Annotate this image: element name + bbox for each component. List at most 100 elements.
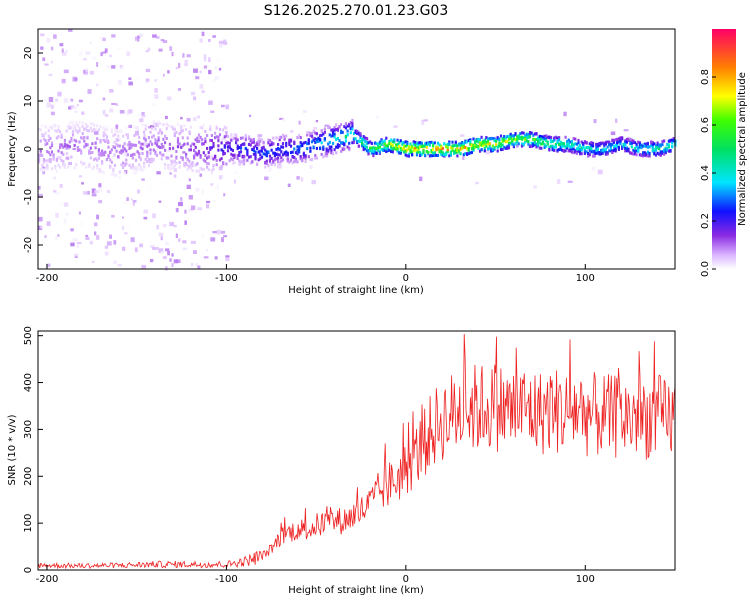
spectrogram-ridge-cell xyxy=(118,150,121,154)
spectrogram-ridge-cell xyxy=(189,144,192,148)
spectrogram-cell xyxy=(59,32,63,36)
spectrogram-ridge-cell xyxy=(519,136,522,139)
spectrogram-ridge-cell xyxy=(445,153,448,157)
spectrogram-ridge-cell xyxy=(212,144,215,148)
spectrogram-ridge-cell xyxy=(115,149,118,153)
spectrogram-ridge-cell xyxy=(183,124,186,127)
spectrogram-ridge-cell xyxy=(173,164,176,168)
spectrogram-ridge-cell xyxy=(519,132,522,136)
spectrogram-ridge-cell xyxy=(44,131,47,135)
spectrogram-ridge-cell xyxy=(46,163,49,167)
spectrogram-ridge-cell xyxy=(656,151,659,155)
spectrogram-ridge-cell xyxy=(243,158,246,162)
spectrogram-ridge-cell xyxy=(260,138,264,142)
spectrogram-ridge-cell xyxy=(530,142,533,146)
spectrogram-cell xyxy=(190,205,196,210)
spectrogram-ridge-cell xyxy=(483,138,486,142)
spectrogram-ridge-cell xyxy=(133,134,136,138)
spectrogram-cell xyxy=(50,46,54,51)
spectrogram-ridge-cell xyxy=(268,160,272,164)
spectrogram-ridge-cell xyxy=(438,149,441,153)
spectrogram-ridge-cell xyxy=(315,146,318,150)
spectrogram-ridge-cell xyxy=(633,146,637,150)
spectrogram-cell xyxy=(59,202,63,206)
spectrogram-ridge-cell xyxy=(168,147,171,151)
spectrogram-ridge-cell xyxy=(414,147,417,151)
spectrogram-cell xyxy=(98,188,103,193)
spectrogram-ridge-cell xyxy=(315,156,318,160)
spectrogram-ridge-cell xyxy=(285,150,288,154)
spectrogram-ridge-cell xyxy=(491,144,494,148)
spectrogram-ridge-cell xyxy=(543,146,546,149)
spectrogram-ridge-cell xyxy=(147,136,150,140)
spectrogram-ridge-cell xyxy=(364,144,367,148)
spectrogram-ridge-cell xyxy=(579,144,582,147)
spectrogram-ridge-cell xyxy=(91,167,94,171)
spectrogram-ridge-cell xyxy=(604,152,607,156)
spectrogram-cell xyxy=(201,31,205,37)
spectrogram-ridge-cell xyxy=(243,142,246,146)
spectrogram-ridge-cell xyxy=(506,135,509,139)
y-tick-label: 0 xyxy=(23,567,34,573)
spectrogram-ridge-cell xyxy=(546,135,549,139)
spectrogram-ridge-cell xyxy=(96,124,99,128)
spectrogram-ridge-cell xyxy=(89,122,92,126)
spectrogram-cell xyxy=(40,46,44,50)
spectrogram-ridge-cell xyxy=(164,134,167,138)
y-tick-label: 200 xyxy=(23,467,34,486)
spectrogram-ridge-cell xyxy=(215,159,218,162)
spectrogram-cell xyxy=(53,190,57,193)
spectrogram-ridge-cell xyxy=(507,146,511,150)
spectrogram-ridge-cell xyxy=(472,147,475,151)
spectrogram-ridge-cell xyxy=(503,135,506,138)
spectrogram-cell xyxy=(533,185,537,189)
spectrogram-ridge-cell xyxy=(564,145,567,149)
spectrogram-ridge-cell xyxy=(417,141,420,145)
spectrogram-cell xyxy=(106,65,112,69)
spectrogram-cell xyxy=(66,49,69,53)
spectrogram-ridge-cell xyxy=(38,153,41,157)
spectrogram-ridge-cell xyxy=(130,145,133,149)
spectrogram-ridge-cell xyxy=(653,148,656,152)
spectrogram-ridge-cell xyxy=(55,159,58,162)
spectrogram-ridge-cell xyxy=(503,145,506,149)
spectrogram-cell xyxy=(165,115,168,120)
x-tick-label: 0 xyxy=(403,273,409,284)
spectrogram-ridge-cell xyxy=(344,126,347,130)
spectrogram-cell xyxy=(109,54,112,58)
spectrogram-cell xyxy=(214,256,218,260)
spectrogram-cell xyxy=(289,130,294,133)
spectrogram-cell xyxy=(70,98,74,102)
spectrogram-ridge-cell xyxy=(120,149,123,153)
spectrogram-cell xyxy=(76,244,80,248)
spectrogram-cell xyxy=(117,264,122,267)
spectrogram-ridge-cell xyxy=(206,165,209,169)
spectrogram-cell xyxy=(98,168,102,173)
spectrogram-cell xyxy=(212,35,216,38)
spectrogram-ridge-cell xyxy=(443,142,446,146)
spectrogram-ridge-cell xyxy=(207,168,210,172)
spectrogram-ridge-cell xyxy=(562,142,566,146)
spectrogram-ridge-cell xyxy=(270,162,273,166)
spectrogram-ridge-cell xyxy=(280,159,283,163)
spectrogram-cell xyxy=(147,47,151,52)
spectrogram-ridge-cell xyxy=(672,138,675,142)
spectrogram-ridge-cell xyxy=(181,129,184,133)
spectrogram-ridge-cell xyxy=(123,142,126,146)
spectrogram-cell xyxy=(160,181,165,185)
spectrogram-ridge-cell xyxy=(249,143,252,147)
spectrogram-ridge-cell xyxy=(264,152,267,156)
spectrogram-cell xyxy=(48,73,53,76)
spectrogram-cell xyxy=(139,33,144,38)
spectrogram-ridge-cell xyxy=(451,144,454,148)
spectrogram-ridge-cell xyxy=(548,145,551,149)
spectrogram-ridge-cell xyxy=(280,135,283,139)
x-tick-label: -100 xyxy=(215,273,238,284)
spectrogram-ridge-cell xyxy=(225,141,228,145)
spectrogram-cell xyxy=(201,90,205,94)
spectrogram-cell xyxy=(38,225,43,231)
spectrogram-ridge-cell xyxy=(383,148,386,152)
spectrogram-ridge-cell xyxy=(139,142,142,146)
spectrogram-ridge-cell xyxy=(304,160,307,163)
spectrogram-ridge-cell xyxy=(582,145,585,149)
